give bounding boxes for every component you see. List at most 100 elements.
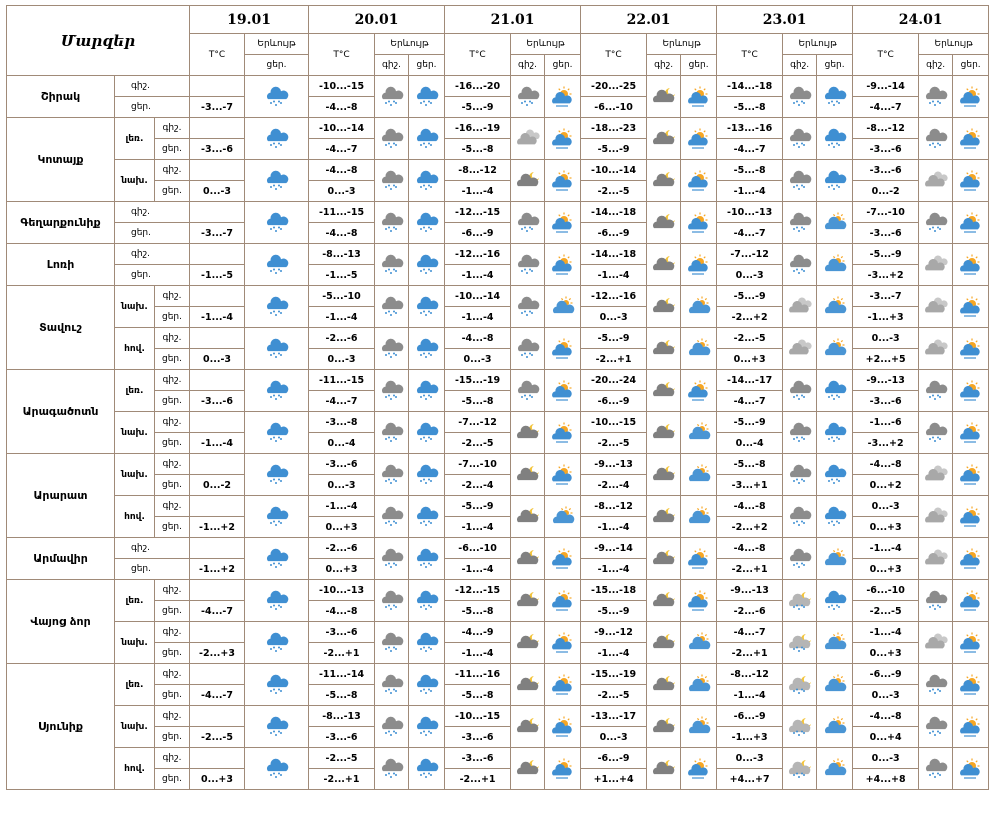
icon-cell (646, 327, 682, 370)
temperature: -5...-9 (580, 327, 648, 349)
icon-cell (244, 663, 310, 706)
temperature: -4...-7 (716, 222, 784, 244)
temp-header: T°C (189, 33, 246, 76)
icon-cell (374, 285, 410, 328)
temperature: 0...-3 (308, 348, 376, 370)
icon-cell (816, 579, 854, 622)
icon-cell (952, 117, 990, 160)
temperature: -2...+3 (189, 642, 246, 664)
weather-icon (824, 632, 846, 649)
weather-icon (925, 422, 947, 442)
icon-cell (782, 75, 818, 118)
icon-cell (374, 243, 410, 286)
icon-cell (782, 327, 818, 370)
icon-cell (680, 537, 718, 580)
temperature: -5...-8 (444, 600, 512, 622)
icon-cell (680, 705, 718, 748)
empty-cell (189, 453, 246, 475)
temperature: -4...-8 (444, 327, 512, 349)
zone-name: լեռ. (114, 663, 155, 706)
temperature: -15...-18 (580, 579, 648, 601)
weather-icon (551, 716, 572, 737)
table-row: Սյունիք լեռ. գիշ. -11...-14 -11...-16 -15...-… (6, 663, 990, 790)
icon-cell (816, 285, 854, 328)
day-label: ցեր. (153, 600, 191, 622)
icon-cell (374, 201, 410, 244)
temperature: 0...-3 (308, 180, 376, 202)
icon-cell (244, 117, 310, 160)
temperature: -3...+1 (716, 474, 784, 496)
temperature: 0...-2 (189, 474, 246, 496)
table-body: Մարզեր 19.01 20.01 21.01 22.01 23.01 24.01 T°C Ե… (5, 5, 990, 790)
weather-icon (652, 255, 675, 270)
icon-cell (374, 411, 410, 454)
temperature: -9...-13 (716, 579, 784, 601)
weather-icon (959, 296, 980, 317)
regions-header: Մարզեր (5, 5, 191, 76)
temperature: -3...-6 (308, 726, 376, 748)
temperature: -16...-19 (444, 117, 512, 139)
icon-cell (544, 411, 582, 454)
temperature: -7...-12 (444, 411, 512, 433)
temperature: -3...-6 (189, 390, 246, 412)
temperature: -12...-15 (444, 579, 512, 601)
icon-cell (510, 327, 546, 370)
icon-cell (646, 75, 682, 118)
temperature: -10...-14 (580, 159, 648, 181)
date-header: 21.01 (444, 5, 582, 34)
weather-icon (266, 170, 288, 190)
icon-cell (952, 579, 990, 622)
icon-cell (374, 495, 410, 538)
icon-cell (510, 285, 546, 328)
phen-header: Երևույթ (244, 33, 310, 55)
temperature: +4...+8 (852, 768, 920, 790)
icon-cell (510, 621, 546, 664)
weather-icon (925, 590, 947, 610)
night-label: գիշ. (153, 327, 191, 349)
region-name: Կոտայք (6, 117, 115, 202)
night-label: գիշ. (153, 117, 191, 139)
temperature: -2...-6 (308, 327, 376, 349)
day-header: ցեր. (408, 54, 446, 76)
night-label: գիշ. (153, 285, 191, 307)
icon-cell (374, 369, 410, 412)
region-name: Արմավիր (6, 537, 115, 580)
temperature: -1...-4 (580, 264, 648, 286)
weather-icon (551, 758, 572, 779)
temperature: 0...-3 (580, 726, 648, 748)
icon-cell (646, 453, 682, 496)
weather-icon (924, 548, 948, 564)
weather-icon (517, 212, 539, 232)
temperature: -9...-13 (852, 369, 920, 391)
temperature: -3...-6 (308, 621, 376, 643)
weather-icon (381, 506, 403, 526)
icon-cell (952, 285, 990, 328)
weather-icon (381, 338, 403, 358)
weather-icon (959, 128, 980, 149)
weather-icon (788, 675, 811, 694)
zone-name: հով. (114, 495, 155, 538)
icon-cell (544, 117, 582, 160)
temperature: -7...-10 (444, 453, 512, 475)
icon-cell (646, 747, 682, 790)
temp-header: T°C (444, 33, 512, 76)
icon-cell (680, 495, 718, 538)
empty-cell (189, 285, 246, 307)
icon-cell (544, 201, 582, 244)
region-name: Արագածոտն (6, 369, 115, 454)
weather-icon (416, 212, 438, 232)
weather-icon (517, 86, 539, 106)
day-label: ցեր. (113, 96, 191, 118)
icon-cell (680, 663, 718, 706)
temperature: -7...-12 (716, 243, 784, 265)
icon-cell (408, 453, 446, 496)
weather-icon (652, 591, 675, 606)
night-label: գիշ. (153, 159, 191, 181)
icon-cell (408, 369, 446, 412)
temperature: -1...-4 (308, 495, 376, 517)
weather-icon (688, 674, 710, 691)
weather-icon (551, 548, 572, 569)
weather-icon (551, 128, 572, 149)
temperature: -1...+2 (189, 558, 246, 580)
weather-icon (824, 128, 846, 148)
